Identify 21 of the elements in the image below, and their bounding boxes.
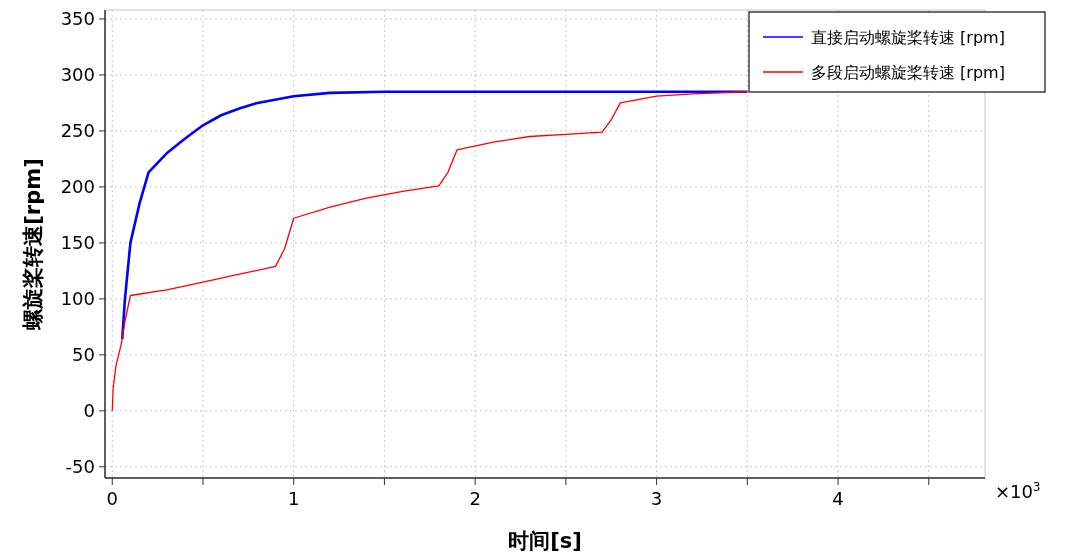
y-tick-label: 50 <box>72 344 95 366</box>
line-series <box>120 90 749 341</box>
legend-label: 多段启动螺旋桨转速 [rpm] <box>811 62 1005 82</box>
y-tick-label: -50 <box>65 456 95 478</box>
y-tick-label: 250 <box>60 120 95 142</box>
y-tick-label: 0 <box>83 400 95 422</box>
y-tick-label: 200 <box>60 176 95 198</box>
x-tick-label: 3 <box>650 488 663 509</box>
x-tick-label: 0 <box>106 488 118 509</box>
y-tick-label: 150 <box>60 232 95 254</box>
y-tick-label: 350 <box>60 8 95 30</box>
x-axis-title: 时间[s] <box>508 529 582 553</box>
x-tick-label: 2 <box>469 488 481 509</box>
x-tick-label: 1 <box>287 488 300 509</box>
x-tick-label: 4 <box>832 488 844 509</box>
legend-label: 直接启动螺旋桨转速 [rpm] <box>811 27 1005 47</box>
y-tick-label: 100 <box>60 288 95 310</box>
line-series <box>111 91 748 412</box>
text: ×10$^{3}$ <box>995 480 1041 502</box>
y-axis-title: 螺旋桨转速[rpm] <box>21 158 45 331</box>
y-tick-label: 300 <box>60 64 95 86</box>
